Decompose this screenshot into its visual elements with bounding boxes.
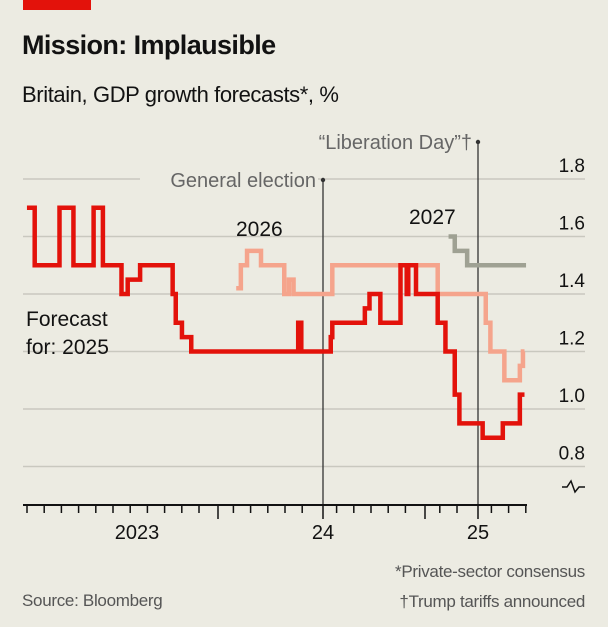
y-tick-label: 1.8 — [559, 156, 585, 177]
y-tick-label: 1.0 — [559, 386, 585, 407]
series-label: 2026 — [236, 218, 283, 241]
x-tick-label: 2023 — [115, 522, 160, 544]
source-note: Source: Bloomberg — [22, 591, 163, 610]
label-background — [140, 168, 318, 190]
liberation-day-dot — [475, 139, 481, 145]
series-line-2027 — [448, 234, 527, 268]
series-label: for: 2025 — [26, 336, 109, 359]
x-tick-label: 24 — [312, 522, 334, 544]
election-dot — [320, 177, 326, 183]
series-label: Forecast — [26, 308, 108, 331]
x-tick-label: 25 — [467, 522, 489, 544]
series-label: 2027 — [409, 206, 456, 229]
y-tick-label: 0.8 — [559, 444, 585, 465]
chart-subtitle: Britain, GDP growth forecasts*, % — [22, 82, 339, 107]
y-tick-label: 1.4 — [559, 271, 586, 292]
y-tick-label: 1.6 — [559, 214, 585, 235]
series-line-forecast-for-2025 — [26, 205, 525, 440]
footnote-consensus: *Private-sector consensus — [395, 562, 585, 581]
brand-bar — [23, 0, 91, 10]
footnote-tariffs: †Trump tariffs announced — [399, 592, 585, 611]
election-label: General election — [170, 170, 316, 192]
liberation-day-label: “Liberation Day”† — [319, 132, 472, 154]
y-tick-label: 1.2 — [559, 329, 585, 350]
chart-title: Mission: Implausible — [22, 30, 276, 60]
axis-break-icon — [562, 479, 585, 494]
series-line-2026 — [236, 248, 526, 383]
